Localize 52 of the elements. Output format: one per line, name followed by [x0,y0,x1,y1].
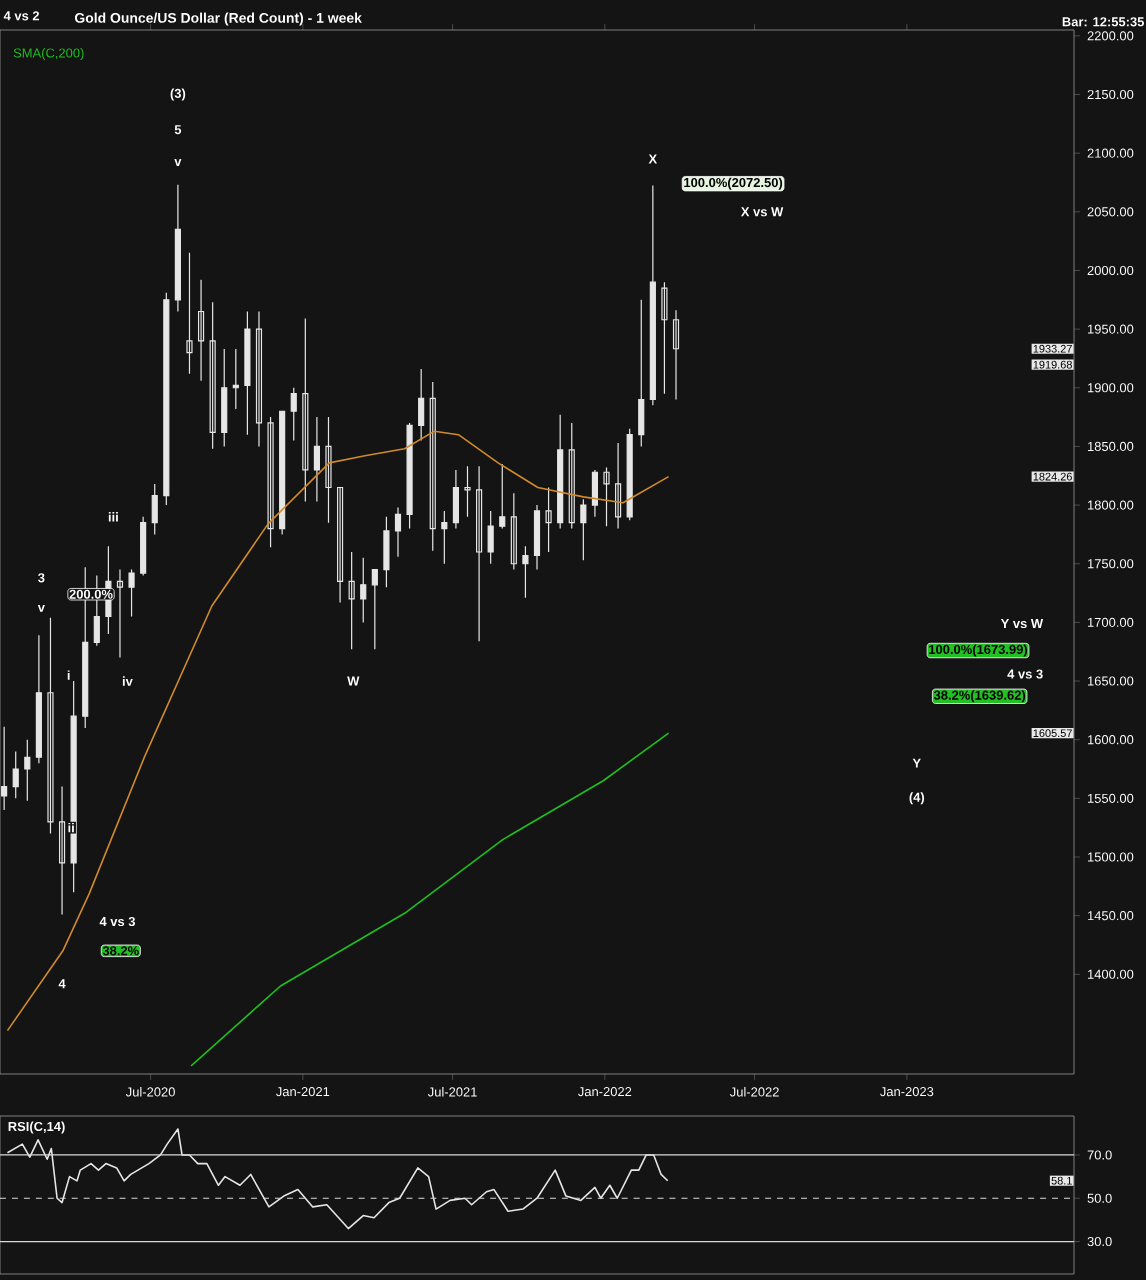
candlestick [464,465,471,518]
candlestick [128,568,135,618]
candlestick [383,516,390,588]
candlestick [336,486,344,604]
candlestick [267,416,274,548]
candlestick [325,416,332,524]
candlestick [348,551,355,650]
candlestick [638,299,645,448]
candlestick [545,486,552,553]
candlestick [522,545,529,599]
candlestick [418,368,425,442]
candlestick [487,510,494,565]
candlestick [186,252,193,375]
candlestick [580,498,587,561]
candlestick [209,301,216,450]
candlestick [35,634,42,764]
candlestick [232,348,239,410]
candlestick [221,348,228,448]
candlestick [533,504,541,571]
candlestick [615,442,622,530]
candlestick [302,317,309,503]
candlestick [661,281,668,395]
candlestick [406,422,413,530]
candlestick [290,387,297,442]
candlestick [151,483,158,535]
candlestick [591,469,599,518]
candlestick [1,726,8,811]
candlestick [568,422,575,530]
candlestick [499,463,506,530]
candlestick [24,739,31,802]
candlestick [174,184,181,313]
candlestick [140,516,147,577]
candlestick [360,557,367,623]
candlestick [244,310,251,436]
line-series [6,430,670,1032]
candlestick [649,184,656,406]
candlestick [12,750,19,799]
candlestick [603,466,610,527]
candlestick [255,310,263,448]
candlestick [313,416,320,503]
candlestick [452,469,459,530]
candlestick [116,568,124,659]
candlestick [47,617,54,835]
candlestick [197,279,205,382]
candlestick [672,309,680,401]
line-series [190,732,670,1067]
candlestick [394,506,402,558]
candlestick [371,568,378,650]
candlestick [476,465,483,642]
candlestick [510,492,517,571]
candlestick [441,510,448,565]
candlestick [557,414,564,530]
